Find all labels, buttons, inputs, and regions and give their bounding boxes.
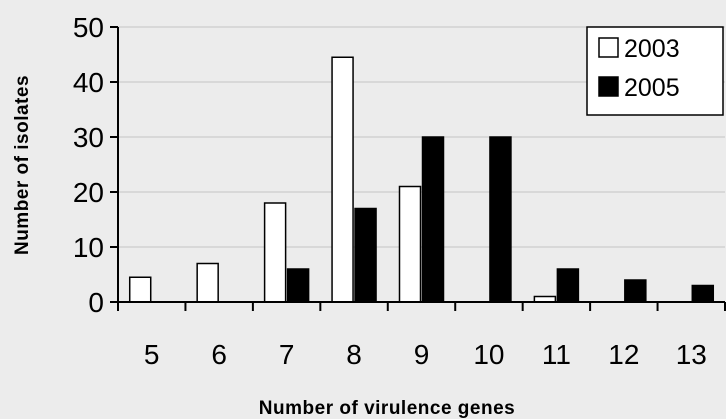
legend-swatch-2005 [598,76,619,97]
bar-2005 [624,279,647,303]
legend-swatch-2003 [598,37,619,58]
x-tick-labels: 5 6 7 8 9 10 11 12 13 [117,302,726,370]
bar-2003 [331,56,354,303]
bar-2003 [196,262,219,303]
x-tick-label: 5 [144,339,160,370]
y-tick-label: 10 [73,232,104,263]
legend-label-2003: 2003 [624,35,680,63]
bar-2005 [286,268,310,303]
bar-2003 [128,276,152,303]
x-tick-label: 6 [211,339,227,370]
y-tick-label: 40 [73,67,104,98]
bar-2005 [691,284,715,303]
axes [117,27,725,303]
bar-2005 [421,136,445,303]
x-tick-label: 8 [346,339,362,370]
y-tick-labels: 0 10 20 30 40 50 [73,12,118,318]
x-tick-label: 7 [279,339,295,370]
y-axis-label: Number of isolates [12,75,33,255]
bar-2005 [556,268,580,303]
bar-2005 [489,136,512,303]
y-tick-label: 50 [73,12,104,43]
y-tick-label: 30 [73,122,104,153]
legend: 2003 2005 [586,26,724,116]
bar-2003 [398,185,422,303]
bar-2005 [354,207,377,303]
x-tick-label: 10 [473,339,504,370]
legend-label-2005: 2005 [624,74,680,102]
x-tick-label: 13 [676,339,707,370]
x-tick-label: 11 [542,339,571,370]
y-tick-label: 0 [88,287,104,318]
bar-2003 [263,202,287,303]
x-axis-label: Number of virulence genes [259,398,515,419]
y-tick-label: 20 [73,177,104,208]
x-tick-label: 9 [414,339,430,370]
x-tick-label: 12 [608,339,639,370]
